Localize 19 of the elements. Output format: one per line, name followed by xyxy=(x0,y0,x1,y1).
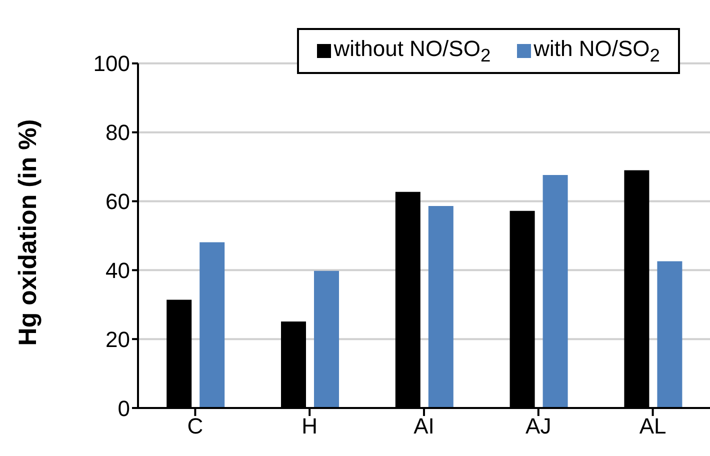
y-tick-label: 80 xyxy=(106,120,130,146)
y-axis-title: Hg oxidation (in %) xyxy=(14,119,42,346)
y-tick-label: 40 xyxy=(106,258,130,283)
x-tick-label: AL xyxy=(639,414,666,439)
bar xyxy=(542,175,568,408)
bar xyxy=(657,261,682,408)
bar xyxy=(200,242,225,408)
x-tick-label: AI xyxy=(414,414,434,439)
x-tick-label: H xyxy=(302,414,318,439)
bar xyxy=(314,270,339,408)
y-tick-label: 20 xyxy=(106,326,130,352)
y-tick-label: 60 xyxy=(106,189,130,214)
legend-label: with NO/SO$_{2}$ xyxy=(534,36,660,66)
x-tick-label: C xyxy=(187,414,204,439)
y-tick-label: 100 xyxy=(93,51,130,76)
y-tick-label: 0 xyxy=(118,396,130,421)
x-tick-label: AJ xyxy=(526,414,552,439)
legend-label: without NO/SO$_{2}$ xyxy=(334,36,491,66)
bar xyxy=(428,206,454,408)
